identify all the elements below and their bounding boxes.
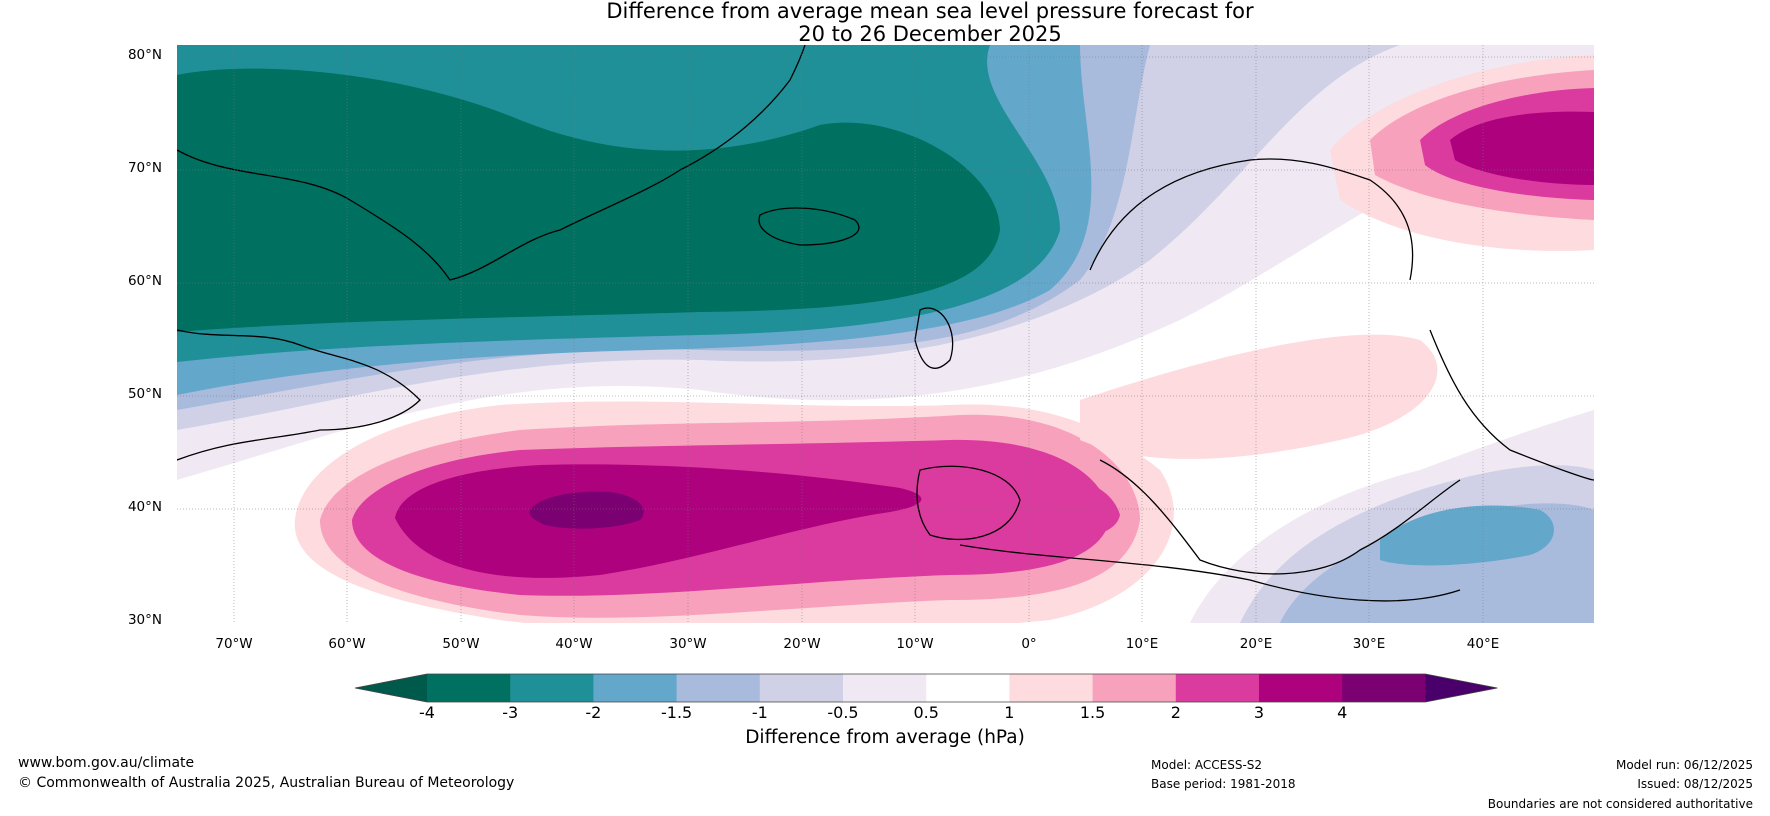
lon-label-30e: 30°E — [1352, 636, 1386, 652]
lat-label-40n: 40°N — [127, 499, 162, 515]
colorbar-extend-low — [355, 674, 427, 702]
colorbar-tick-label: -1 — [751, 703, 768, 722]
lon-label-30w: 30°W — [669, 636, 707, 652]
colorbar-segment — [926, 674, 1010, 702]
colorbar-segment — [843, 674, 927, 702]
colorbar-segment — [593, 674, 678, 702]
colorbar-segment — [427, 674, 511, 702]
colorbar-tick-label: 0.5 — [913, 703, 939, 722]
copyright-text: © Commonwealth of Australia 2025, Austra… — [18, 775, 515, 791]
lon-label-60w: 60°W — [328, 636, 366, 652]
colorbar-tick-label: 1.5 — [1079, 703, 1106, 722]
coastlines — [177, 45, 1594, 602]
lat-label-70n: 70°N — [127, 160, 162, 176]
colorbar-segment — [1342, 674, 1426, 702]
colorbar-segment — [759, 674, 844, 702]
model-text: Model: ACCESS-S2 — [1151, 758, 1263, 772]
base-period-text: Base period: 1981-2018 — [1151, 777, 1296, 791]
colorbar-segment — [510, 674, 594, 702]
lon-label-40e: 40°E — [1466, 636, 1500, 652]
colorbar-extend-high — [1425, 674, 1498, 702]
lon-label-70w: 70°W — [215, 636, 253, 652]
disclaimer-text: Boundaries are not considered authoritat… — [1487, 797, 1753, 811]
colorbar-tick-label: -2 — [585, 703, 602, 722]
colorbar-title: Difference from average (hPa) — [745, 727, 1025, 748]
lon-label-10w: 10°W — [896, 636, 934, 652]
contour-se-neg-2 — [1380, 505, 1554, 566]
colorbar-tick-label: -1.5 — [660, 703, 693, 722]
colorbar-tick-label: -4 — [419, 703, 435, 722]
colorbar-segment — [1259, 674, 1343, 702]
colorbar-tick-label: 4 — [1337, 703, 1348, 722]
map-title-line-1: Difference from average mean sea level p… — [606, 0, 1254, 23]
colorbar — [354, 673, 1498, 703]
issued-text: Issued: 08/12/2025 — [1637, 777, 1753, 791]
website-text: www.bom.gov.au/climate — [18, 755, 195, 771]
colorbar-segment — [1175, 674, 1260, 702]
lat-label-80n: 80°N — [127, 47, 162, 63]
lat-label-50n: 50°N — [127, 386, 162, 402]
lon-label-40w: 40°W — [555, 636, 593, 652]
contour-med-pos — [1008, 476, 1120, 539]
lon-label-50w: 50°W — [442, 636, 480, 652]
colorbar-segment — [1009, 674, 1094, 702]
lon-label-0: 0° — [1021, 636, 1037, 652]
contour-ne-pos-2 — [1450, 111, 1594, 185]
map-title-line-2: 20 to 26 December 2025 — [798, 22, 1062, 46]
lat-label-60n: 60°N — [127, 273, 162, 289]
model-run-text: Model run: 06/12/2025 — [1615, 758, 1753, 772]
colorbar-tick-label: 2 — [1170, 703, 1181, 722]
contour-pos-2 — [395, 464, 922, 578]
colorbar-segment — [676, 674, 761, 702]
contour-neg-4 — [177, 68, 1000, 332]
lon-label-20w: 20°W — [783, 636, 821, 652]
colorbar-outline — [354, 673, 1498, 703]
colorbar-segment — [1092, 674, 1177, 702]
colorbar-tick-label: 3 — [1253, 703, 1265, 722]
lon-label-10e: 10°E — [1125, 636, 1159, 652]
contour-field — [177, 45, 1594, 623]
contour-eu-pos-0.5 — [1080, 334, 1438, 459]
lat-label-30n: 30°N — [127, 612, 162, 628]
lon-label-20e: 20°E — [1239, 636, 1273, 652]
colorbar-tick-label: -0.5 — [827, 703, 859, 722]
contour-pos-3 — [529, 491, 644, 529]
colorbar-tick-label: 1 — [1004, 703, 1015, 722]
colorbar-tick-label: -3 — [502, 703, 519, 722]
graticule — [177, 45, 1594, 623]
